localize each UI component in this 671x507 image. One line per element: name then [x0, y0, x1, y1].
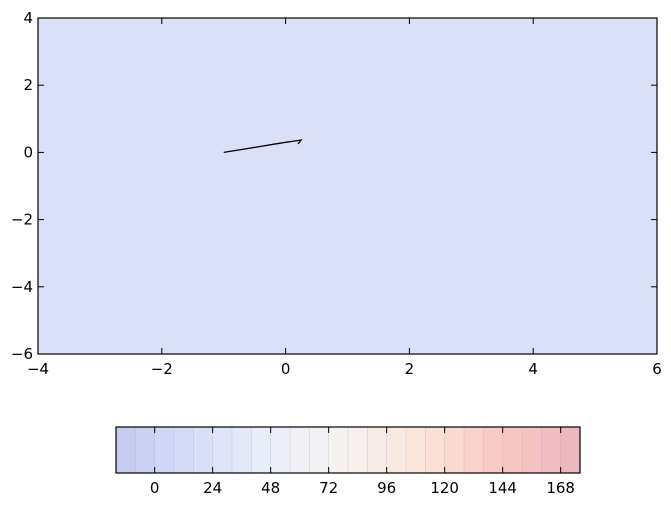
colorbar-cell [116, 427, 136, 473]
colorbar-cell [386, 427, 407, 473]
x-tick-label: 0 [281, 360, 291, 378]
y-tick-label: 2 [23, 76, 33, 94]
colorbar-cell [464, 427, 484, 473]
colorbar-cell [154, 427, 175, 473]
trajectory-line [223, 139, 303, 154]
x-axis: −4 −2 0 2 4 6 [27, 18, 662, 378]
colorbar-cell [270, 427, 291, 473]
colorbar-tick-label: 144 [488, 479, 517, 497]
colorbar-cell [328, 427, 349, 473]
y-tick-label: −6 [11, 345, 33, 363]
colorbar-cell [290, 427, 310, 473]
colorbar-cell [193, 427, 214, 473]
colorbar-cell [251, 427, 272, 473]
colorbar-cell [367, 427, 388, 473]
x-tick-label: 6 [652, 360, 662, 378]
colorbar-cell [425, 427, 446, 473]
colorbar-cell [502, 427, 523, 473]
colorbar-cell [135, 427, 156, 473]
colorbar-tick-label: 48 [261, 479, 280, 497]
optimizer-trajectory [223, 139, 303, 154]
contour-plot [37, 17, 658, 355]
colorbar-ticks: 0 24 48 72 96 120 144 168 [150, 427, 575, 497]
plot-background [38, 18, 657, 354]
colorbar-tick-label: 0 [150, 479, 160, 497]
colorbar-frame [115, 426, 581, 474]
colorbar-tick-label: 168 [546, 479, 575, 497]
colorbar-tick-label: 72 [319, 479, 338, 497]
colorbar-cell [174, 427, 194, 473]
colorbar: 0 24 48 72 96 120 144 168 [115, 426, 581, 497]
y-tick-label: −2 [11, 211, 33, 229]
colorbar-tick-label: 24 [203, 479, 222, 497]
colorbar-tick-label: 96 [377, 479, 396, 497]
colorbar-cell [212, 427, 233, 473]
colorbar-tick-label: 120 [430, 479, 459, 497]
colorbar-cell [309, 427, 330, 473]
x-tick-label: −2 [151, 360, 173, 378]
colorbar-cell [522, 427, 542, 473]
x-tick-label: 4 [528, 360, 538, 378]
colorbar-cell [232, 427, 252, 473]
colorbar-cell [444, 427, 465, 473]
colorbar-cell [406, 427, 426, 473]
y-axis: −6 −4 −2 0 2 4 [11, 9, 657, 363]
plot-frame [37, 17, 658, 355]
y-tick-label: −4 [11, 278, 33, 296]
colorbar-cell [348, 427, 368, 473]
colorbar-cell [560, 427, 581, 473]
x-tick-label: −4 [27, 360, 49, 378]
colorbar-cell [483, 427, 504, 473]
colorbar-cell [541, 427, 562, 473]
y-tick-label: 4 [23, 9, 33, 27]
y-tick-label: 0 [23, 143, 33, 161]
x-tick-label: 2 [405, 360, 415, 378]
